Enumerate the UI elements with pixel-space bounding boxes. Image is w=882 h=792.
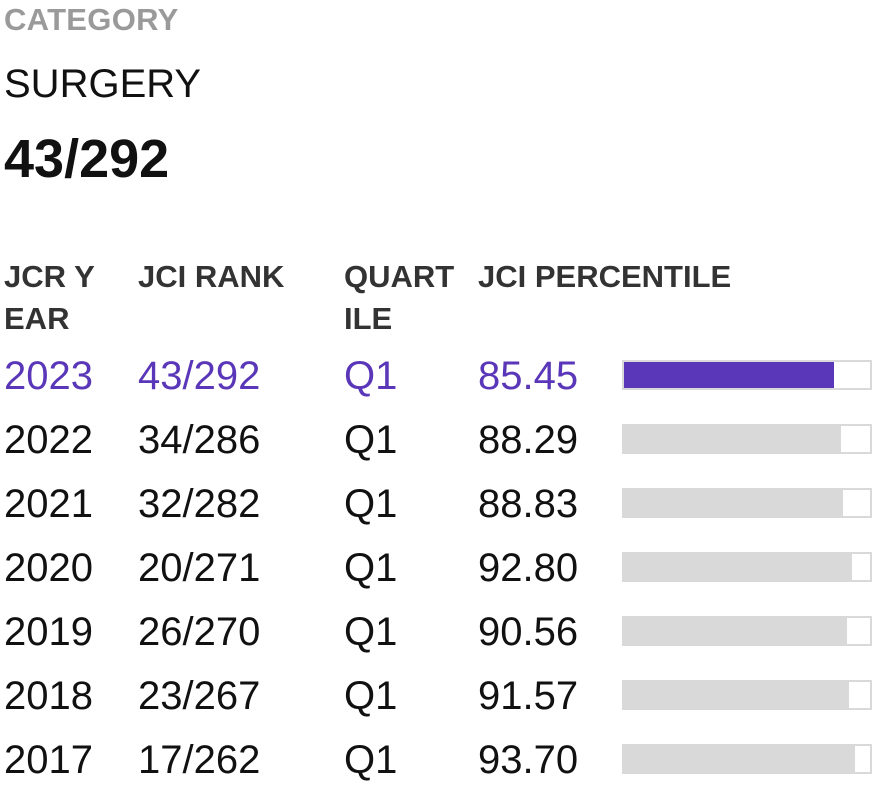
quartile-cell: Q1 (344, 482, 398, 526)
table-header: JCR YEAR JCI RANK QUARTILE JCI PERCENTIL… (0, 256, 882, 336)
percentile-bar (622, 616, 872, 646)
table-row: 2019 26/270 Q1 90.56 (0, 600, 882, 664)
table-row: 2020 20/271 Q1 92.80 (0, 536, 882, 600)
quartile-cell: Q1 (344, 738, 398, 782)
year-cell: 2021 (4, 482, 93, 526)
percentile-bar-fill (624, 618, 847, 644)
category-label: CATEGORY (4, 2, 179, 37)
rank-cell: 26/270 (138, 610, 261, 654)
year-cell: 2018 (4, 674, 93, 718)
percentile-bar-fill (624, 362, 835, 388)
category-name: SURGERY (4, 62, 202, 106)
table-row: 2018 23/267 Q1 91.57 (0, 664, 882, 728)
quartile-cell: Q1 (344, 418, 398, 462)
percentile-cell: 85.45 (478, 354, 579, 398)
percentile-bar (622, 360, 872, 390)
header-quartile: QUARTILE (344, 259, 455, 336)
quartile-cell: Q1 (344, 354, 398, 398)
percentile-bar (622, 424, 872, 454)
percentile-bar (622, 488, 872, 518)
percentile-bar-fill (624, 682, 850, 708)
rank-cell: 20/271 (138, 546, 261, 590)
table-row: 2023 43/292 Q1 85.45 (0, 344, 882, 408)
rank-cell: 17/262 (138, 738, 261, 782)
year-cell: 2019 (4, 610, 93, 654)
percentile-bar-fill (624, 426, 842, 452)
percentile-bar (622, 744, 872, 774)
year-cell: 2022 (4, 418, 93, 462)
percentile-table: JCR YEAR JCI RANK QUARTILE JCI PERCENTIL… (0, 256, 882, 782)
percentile-cell: 93.70 (478, 738, 579, 782)
quartile-cell: Q1 (344, 546, 398, 590)
year-cell: 2023 (4, 354, 93, 398)
percentile-cell: 88.83 (478, 482, 579, 526)
rank-cell: 34/286 (138, 418, 261, 462)
table-row: 2022 34/286 Q1 88.29 (0, 408, 882, 472)
category-rank: 43/292 (4, 129, 170, 189)
table-row: 2021 32/282 Q1 88.83 (0, 472, 882, 536)
percentile-cell: 92.80 (478, 546, 579, 590)
header-jci-rank: JCI RANK (138, 259, 285, 294)
percentile-cell: 91.57 (478, 674, 579, 718)
percentile-cell: 90.56 (478, 610, 579, 654)
percentile-bar-fill (624, 490, 843, 516)
quartile-cell: Q1 (344, 674, 398, 718)
header-jcr-year: JCR YEAR (4, 259, 95, 336)
table-row: 2017 17/262 Q1 93.70 (0, 728, 882, 792)
rank-cell: 32/282 (138, 482, 261, 526)
year-cell: 2017 (4, 738, 93, 782)
percentile-bar (622, 680, 872, 710)
table-body: 2023 43/292 Q1 85.45 2022 34/286 Q1 88.29 2021 32… (0, 344, 882, 792)
percentile-bar-fill (624, 746, 855, 772)
year-cell: 2020 (4, 546, 93, 590)
rank-cell: 43/292 (138, 354, 261, 398)
percentile-bar-fill (624, 554, 853, 580)
percentile-cell: 88.29 (478, 418, 579, 462)
rank-cell: 23/267 (138, 674, 261, 718)
percentile-bar (622, 552, 872, 582)
header-jci-percentile: JCI PERCENTILE (478, 259, 732, 294)
quartile-cell: Q1 (344, 610, 398, 654)
